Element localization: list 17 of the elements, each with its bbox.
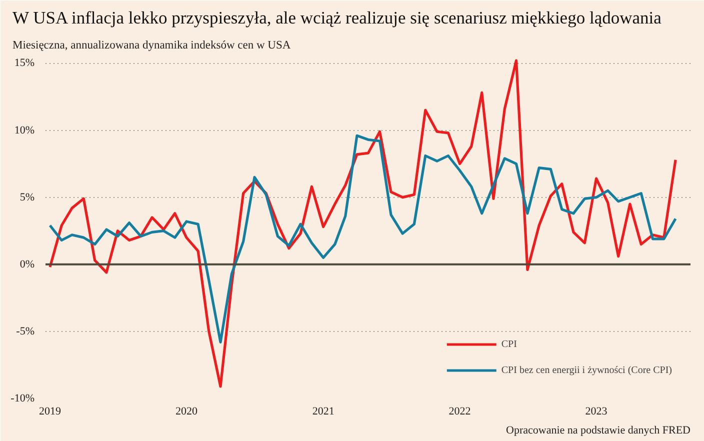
x-tick-label: 2022 [448, 406, 471, 418]
y-tick-label: 10% [14, 124, 35, 136]
chart-subtitle: Miesięczna, annualizowana dynamika indeksów cen w USA [12, 40, 292, 52]
y-tick-label: 5% [20, 191, 35, 204]
x-tick-label: 2019 [38, 406, 62, 418]
text: Opracowanie na podstawie danych FRED [506, 424, 691, 436]
legend-label: CPI bez cen energii i żywności (Core CPI) [501, 364, 672, 376]
y-tick-label: -10% [10, 392, 34, 404]
x-tick-label: 2020 [175, 406, 198, 418]
chart-title: W USA inflacja lekko przyspieszyła, ale wciąż realizuje się scenariusz miękkiego lądowania [12, 8, 662, 28]
x-tick-label: 2023 [585, 406, 608, 418]
x-tick-label: 2021 [312, 406, 334, 418]
line-series [48, 59, 677, 388]
y-tick-label: -5% [16, 325, 34, 338]
legend-label: CPI [501, 338, 518, 350]
y-tick-label: 0% [20, 258, 35, 270]
y-tick-label: 15% [14, 57, 35, 70]
